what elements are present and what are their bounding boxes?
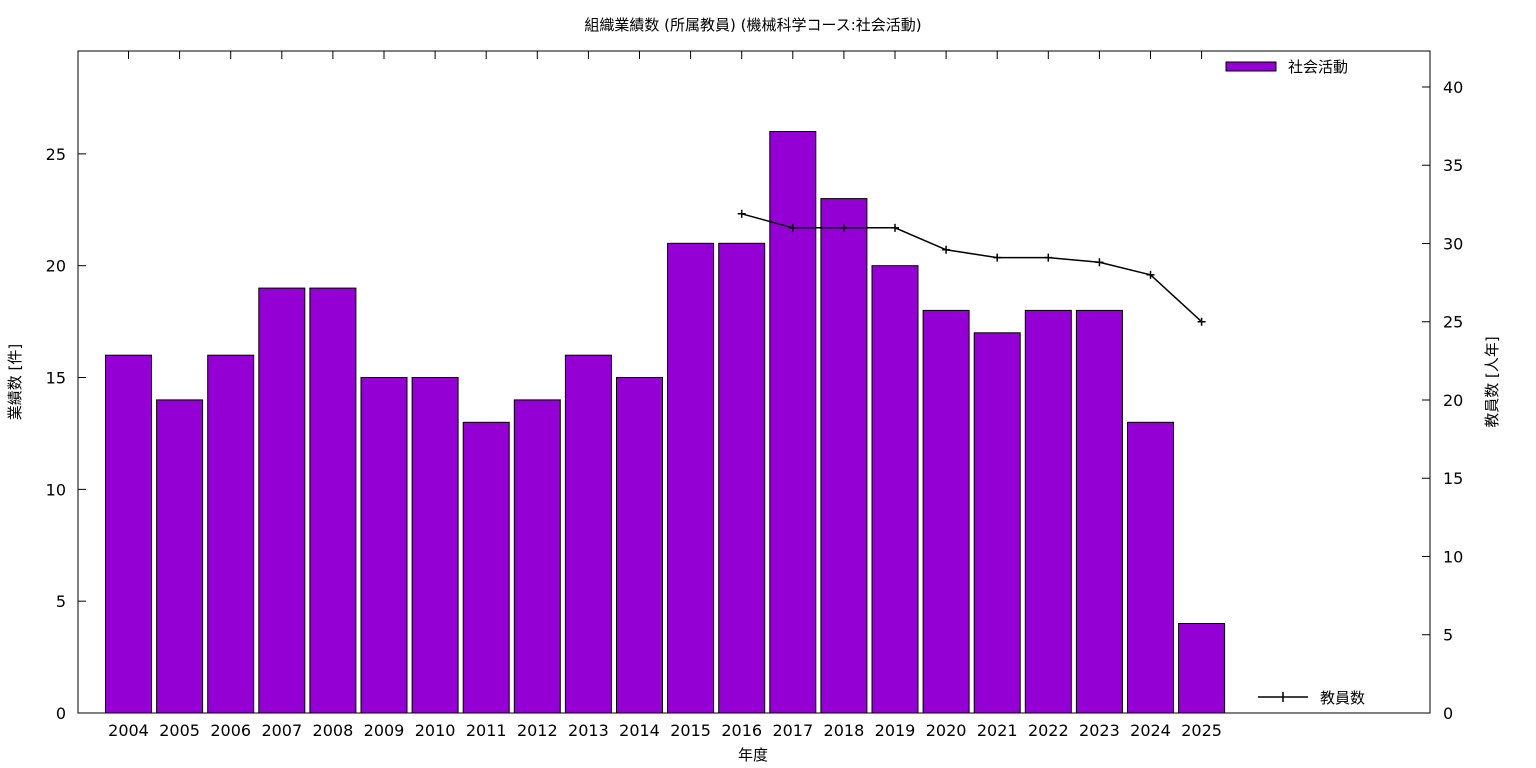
x-tick-label-2022: 2022 — [1028, 721, 1069, 740]
y-tick-label-0: 0 — [56, 704, 66, 723]
x-tick-label-2009: 2009 — [364, 721, 405, 740]
x-tick-label-2007: 2007 — [261, 721, 302, 740]
x-tick-label-2025: 2025 — [1181, 721, 1222, 740]
legend-bar-label: 社会活動 — [1288, 58, 1348, 76]
y2-tick-label-20: 20 — [1443, 391, 1463, 410]
y2-tick-label-25: 25 — [1443, 313, 1463, 332]
bar-2008 — [309, 287, 357, 714]
bar-2010 — [411, 377, 459, 714]
x-tick-label-2006: 2006 — [210, 721, 251, 740]
bar-2007 — [258, 287, 306, 714]
x-axis-label: 年度 — [738, 746, 768, 764]
line-point-2021 — [993, 253, 1002, 262]
x-tick-label-2014: 2014 — [619, 721, 660, 740]
x-tick-label-2008: 2008 — [313, 721, 354, 740]
bar-2019 — [871, 265, 919, 714]
x-tick-label-2012: 2012 — [517, 721, 558, 740]
legend-bar-swatch — [1225, 61, 1277, 72]
y2-tick-label-15: 15 — [1443, 469, 1463, 488]
line-point-2018 — [839, 223, 848, 232]
bar-2024 — [1127, 421, 1174, 714]
legend-bar: 社会活動 — [1225, 58, 1348, 76]
y-tick-label-20: 20 — [46, 257, 66, 276]
x-tick-label-2017: 2017 — [772, 721, 813, 740]
line-point-2022 — [1044, 253, 1053, 262]
bar-2012 — [513, 399, 561, 714]
bar-2020 — [922, 309, 970, 714]
x-axis: 2004 2005 2006 2007 2008 2009 2010 2011 2012 2013… — [108, 51, 1222, 740]
bar-2006 — [207, 354, 255, 714]
x-tick-label-2024: 2024 — [1130, 721, 1171, 740]
bar-2011 — [462, 421, 510, 714]
y2-tick-label-0: 0 — [1443, 704, 1453, 723]
x-tick-label-2005: 2005 — [159, 721, 200, 740]
y2-tick-label-5: 5 — [1443, 626, 1453, 645]
bar-2018 — [820, 198, 868, 714]
y-tick-label-15: 15 — [46, 369, 66, 388]
y2-tick-label-30: 30 — [1443, 234, 1463, 253]
y2-tick-label-35: 35 — [1443, 156, 1463, 175]
x-tick-label-2016: 2016 — [721, 721, 762, 740]
bar-2014 — [616, 377, 663, 714]
y-axis-right: 0 5 10 15 20 25 30 35 40 — [1422, 78, 1463, 723]
legend-line-label: 教員数 — [1320, 689, 1365, 707]
line-teachers — [741, 213, 1203, 323]
bar-2017 — [769, 131, 817, 714]
plot-frame — [77, 50, 1431, 714]
bar-2016 — [718, 242, 766, 714]
x-tick-label-2015: 2015 — [670, 721, 711, 740]
y-axis-label: 業績数 [件] — [6, 344, 24, 420]
x-tick-label-2013: 2013 — [568, 721, 609, 740]
bar-2021 — [973, 332, 1021, 714]
y-axis-left: 0 5 10 15 20 25 — [46, 145, 86, 723]
line-point-2017 — [788, 223, 797, 232]
x-tick-label-2011: 2011 — [466, 721, 507, 740]
y-tick-label-25: 25 — [46, 145, 66, 164]
line-point-2020 — [942, 245, 951, 254]
bar-2005 — [156, 399, 204, 714]
y2-tick-label-40: 40 — [1443, 78, 1463, 97]
legend-line: 教員数 — [1258, 689, 1365, 707]
line-point-2016 — [737, 209, 746, 218]
line-point-2024 — [1146, 270, 1155, 279]
x-tick-label-2004: 2004 — [108, 721, 149, 740]
x-tick-label-2020: 2020 — [926, 721, 967, 740]
y2-tick-label-10: 10 — [1443, 547, 1463, 566]
y-tick-label-10: 10 — [46, 480, 66, 499]
bar-2013 — [564, 354, 612, 714]
y-tick-label-5: 5 — [56, 592, 66, 611]
bar-2009 — [360, 377, 408, 714]
x-tick-label-2023: 2023 — [1079, 721, 1120, 740]
line-point-2025 — [1197, 317, 1206, 326]
line-point-2019 — [891, 223, 899, 232]
y2-axis-label: 教員数 [人年] — [1483, 336, 1501, 427]
x-tick-label-2018: 2018 — [824, 721, 865, 740]
bar-2022 — [1024, 309, 1072, 714]
bar-2004 — [105, 354, 152, 714]
x-tick-label-2019: 2019 — [875, 721, 916, 740]
x-tick-label-2021: 2021 — [977, 721, 1018, 740]
bar-2015 — [667, 242, 715, 714]
bar-2023 — [1075, 309, 1123, 714]
line-layer — [737, 209, 1206, 326]
x-tick-label-2010: 2010 — [415, 721, 456, 740]
bars-group — [105, 131, 1226, 714]
line-point-2023 — [1095, 258, 1104, 267]
bar-2025 — [1178, 623, 1226, 714]
chart-title: 組織業績数 (所属教員) (機械科学コース:社会活動) — [584, 16, 921, 34]
